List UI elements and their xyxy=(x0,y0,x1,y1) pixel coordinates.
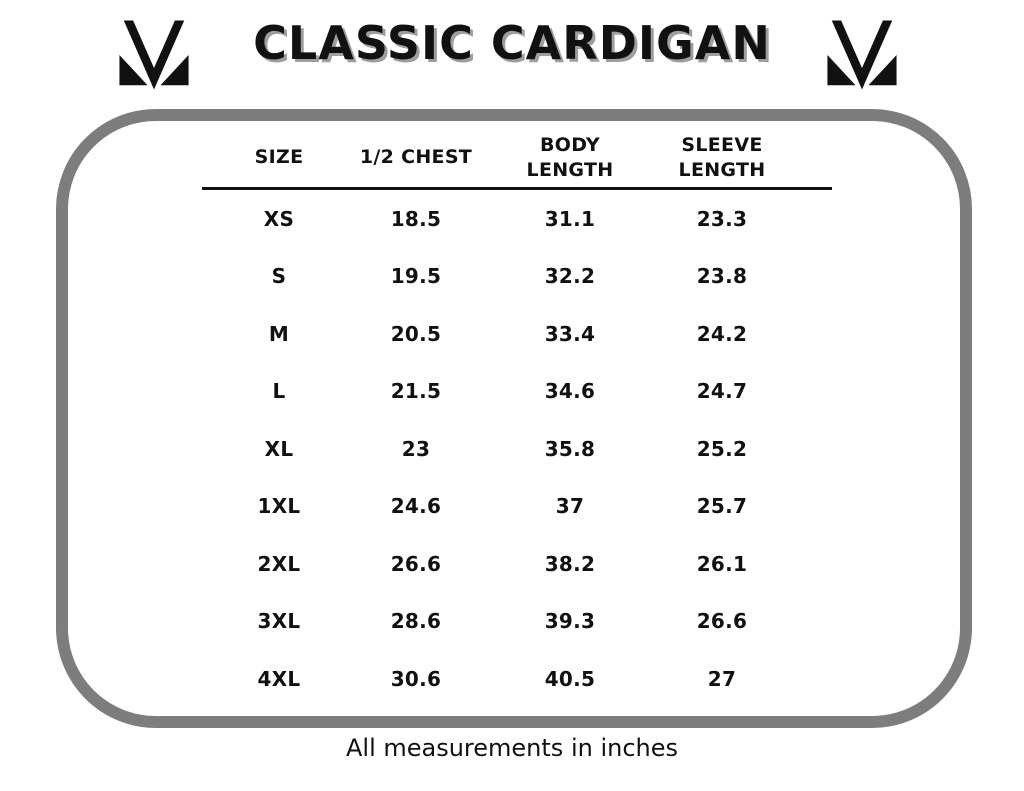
body-length-cell: 34.6 xyxy=(544,379,596,403)
size-cell: 1XL xyxy=(257,494,301,518)
half-chest-cell: 26.6 xyxy=(390,552,442,576)
sleeve-length-cell: 24.7 xyxy=(696,379,748,403)
body-length-cell: 37 xyxy=(555,494,585,518)
size-cell: M xyxy=(268,322,290,346)
table-row: XS 18.5 31.1 23.3 xyxy=(200,190,778,248)
sleeve-length-cell: 26.6 xyxy=(696,609,748,633)
sleeve-length-cell: 26.1 xyxy=(696,552,748,576)
column-header-body-length: BODY LENGTH xyxy=(526,133,614,181)
half-chest-cell: 24.6 xyxy=(390,494,442,518)
m-monogram-icon xyxy=(119,20,189,90)
half-chest-cell: 28.6 xyxy=(390,609,442,633)
body-length-cell: 40.5 xyxy=(544,667,596,691)
body-length-cell: 31.1 xyxy=(544,207,596,231)
sleeve-length-cell: 24.2 xyxy=(696,322,748,346)
sleeve-length-cell: 23.3 xyxy=(696,207,748,231)
body-length-cell: 39.3 xyxy=(544,609,596,633)
body-length-cell: 35.8 xyxy=(544,437,596,461)
size-cell: XS xyxy=(263,207,295,231)
brand-logo-left xyxy=(118,18,190,92)
body-length-cell: 32.2 xyxy=(544,264,596,288)
size-cell: L xyxy=(272,379,286,403)
table-row: M 20.5 33.4 24.2 xyxy=(200,305,778,363)
header-underline xyxy=(202,187,832,190)
chart-frame xyxy=(56,109,972,728)
body-length-cell: 33.4 xyxy=(544,322,596,346)
half-chest-cell: 30.6 xyxy=(390,667,442,691)
page-title: CLASSIC CARDIGAN xyxy=(253,16,771,70)
half-chest-cell: 23 xyxy=(401,437,431,461)
body-length-cell: 38.2 xyxy=(544,552,596,576)
size-cell: 4XL xyxy=(257,667,301,691)
table-row: 2XL 26.6 38.2 26.1 xyxy=(200,535,778,593)
size-cell: 2XL xyxy=(257,552,301,576)
table-row: XL 23 35.8 25.2 xyxy=(200,420,778,478)
table-row: L 21.5 34.6 24.7 xyxy=(200,362,778,420)
table-row: 1XL 24.6 37 25.7 xyxy=(200,477,778,535)
sleeve-length-cell: 25.2 xyxy=(696,437,748,461)
half-chest-cell: 19.5 xyxy=(390,264,442,288)
m-monogram-icon xyxy=(827,20,897,90)
table-row: 3XL 28.6 39.3 26.6 xyxy=(200,592,778,650)
column-header-half-chest: 1/2 CHEST xyxy=(359,146,473,169)
sleeve-length-cell: 23.8 xyxy=(696,264,748,288)
half-chest-cell: 21.5 xyxy=(390,379,442,403)
table-header-row: SIZE 1/2 CHEST BODY LENGTH SLEEVE LENGTH xyxy=(200,129,778,187)
table-row: 4XL 30.6 40.5 27 xyxy=(200,650,778,708)
brand-logo-right xyxy=(826,18,898,92)
sleeve-length-cell: 27 xyxy=(707,667,737,691)
sleeve-length-cell: 25.7 xyxy=(696,494,748,518)
table-row: S 19.5 32.2 23.8 xyxy=(200,247,778,305)
column-header-size: SIZE xyxy=(254,146,304,169)
half-chest-cell: 20.5 xyxy=(390,322,442,346)
size-cell: S xyxy=(271,264,287,288)
size-cell: XL xyxy=(264,437,294,461)
half-chest-cell: 18.5 xyxy=(390,207,442,231)
column-header-sleeve-length: SLEEVE LENGTH xyxy=(678,133,766,181)
measurements-footnote: All measurements in inches xyxy=(345,734,678,762)
size-cell: 3XL xyxy=(257,609,301,633)
